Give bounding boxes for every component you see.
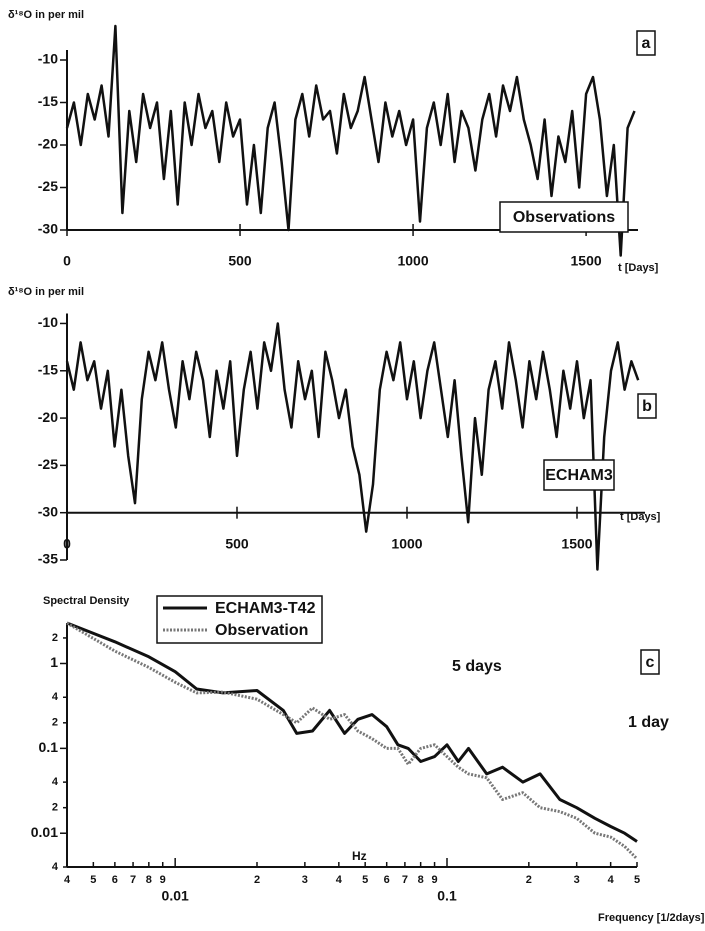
x-tick-label: 500 — [225, 535, 249, 551]
series-label: ECHAM3 — [545, 467, 613, 484]
annotation: Hz — [352, 849, 367, 863]
panel-label: b — [642, 398, 652, 415]
x-tick-label: 1500 — [571, 253, 602, 269]
y-tick-label: 2 — [52, 802, 58, 814]
x-tick-label: 3 — [574, 874, 580, 886]
data-line — [65, 24, 636, 257]
x-tick-label: 1500 — [561, 535, 592, 551]
y-tick-label: -15 — [38, 93, 58, 109]
x-tick-label: 7 — [402, 874, 408, 886]
x-tick-label: 1000 — [397, 253, 428, 269]
y-tick-label: 4 — [52, 861, 59, 873]
x-tick-label: 0.1 — [437, 888, 457, 904]
y-tick-label: -35 — [38, 551, 58, 567]
y-axis-title: δ¹⁸O in per mil — [8, 9, 84, 21]
y-axis-title: δ¹⁸O in per mil — [8, 286, 84, 298]
y-tick-label: 0.01 — [31, 824, 58, 840]
x-tick-label: 3 — [302, 874, 308, 886]
x-tick-label: 0.01 — [162, 888, 189, 904]
y-tick-label: -20 — [38, 136, 58, 152]
y-tick-label: -20 — [38, 409, 58, 425]
panel-label: a — [642, 35, 651, 52]
x-tick-label: 5 — [634, 874, 640, 886]
annotation: 5 days — [452, 658, 502, 675]
y-tick-label: -15 — [38, 361, 58, 377]
data-line — [65, 322, 640, 571]
series-label: Observations — [513, 209, 615, 226]
panel-label: c — [646, 654, 655, 671]
x-tick-label: 7 — [130, 874, 136, 886]
y-axis-title: Spectral Density — [43, 595, 130, 607]
x-axis-title: t [Days] — [620, 511, 661, 523]
x-tick-label: 2 — [526, 874, 532, 886]
x-tick-label: 5 — [90, 874, 96, 886]
panel-label-box — [636, 30, 656, 56]
y-tick-label: 2 — [52, 632, 58, 644]
y-tick-label: 4 — [52, 776, 59, 788]
x-tick-label: 6 — [112, 874, 118, 886]
y-tick-label: 4 — [52, 691, 59, 703]
x-axis-title: t [Days] — [618, 262, 659, 274]
y-tick-label: 0.1 — [39, 739, 59, 755]
x-axis-title: Frequency [1/2days] — [598, 912, 705, 924]
x-tick-label: 4 — [608, 874, 615, 886]
x-tick-label: 4 — [336, 874, 343, 886]
y-tick-label: -25 — [38, 178, 58, 194]
y-tick-label: -30 — [38, 221, 58, 237]
series-label-box — [543, 459, 615, 491]
x-tick-label: 6 — [384, 874, 390, 886]
panel-label-box — [640, 649, 660, 675]
x-tick-label: 2 — [254, 874, 260, 886]
x-tick-label: 8 — [418, 874, 424, 886]
y-tick-label: -30 — [38, 503, 58, 519]
x-tick-label: 0 — [63, 535, 71, 551]
y-tick-label: -10 — [38, 314, 58, 330]
legend-label: ECHAM3-T42 — [215, 600, 316, 617]
annotation: 1 day — [628, 714, 669, 731]
panel-label-box — [637, 393, 657, 419]
y-tick-label: -25 — [38, 456, 58, 472]
x-tick-label: 0 — [63, 253, 71, 269]
x-tick-label: 8 — [146, 874, 152, 886]
x-tick-label: 9 — [160, 874, 166, 886]
x-tick-label: 500 — [228, 253, 252, 269]
legend-label: Observation — [215, 622, 308, 639]
y-tick-label: 1 — [50, 654, 58, 670]
legend-box — [156, 595, 323, 644]
x-tick-label: 9 — [431, 874, 437, 886]
y-tick-label: -10 — [38, 51, 58, 67]
series-label-box — [499, 201, 629, 233]
y-tick-label: 2 — [52, 717, 58, 729]
x-tick-label: 5 — [362, 874, 368, 886]
x-tick-label: 4 — [64, 874, 71, 886]
x-tick-label: 1000 — [391, 535, 422, 551]
data-line — [66, 621, 639, 860]
